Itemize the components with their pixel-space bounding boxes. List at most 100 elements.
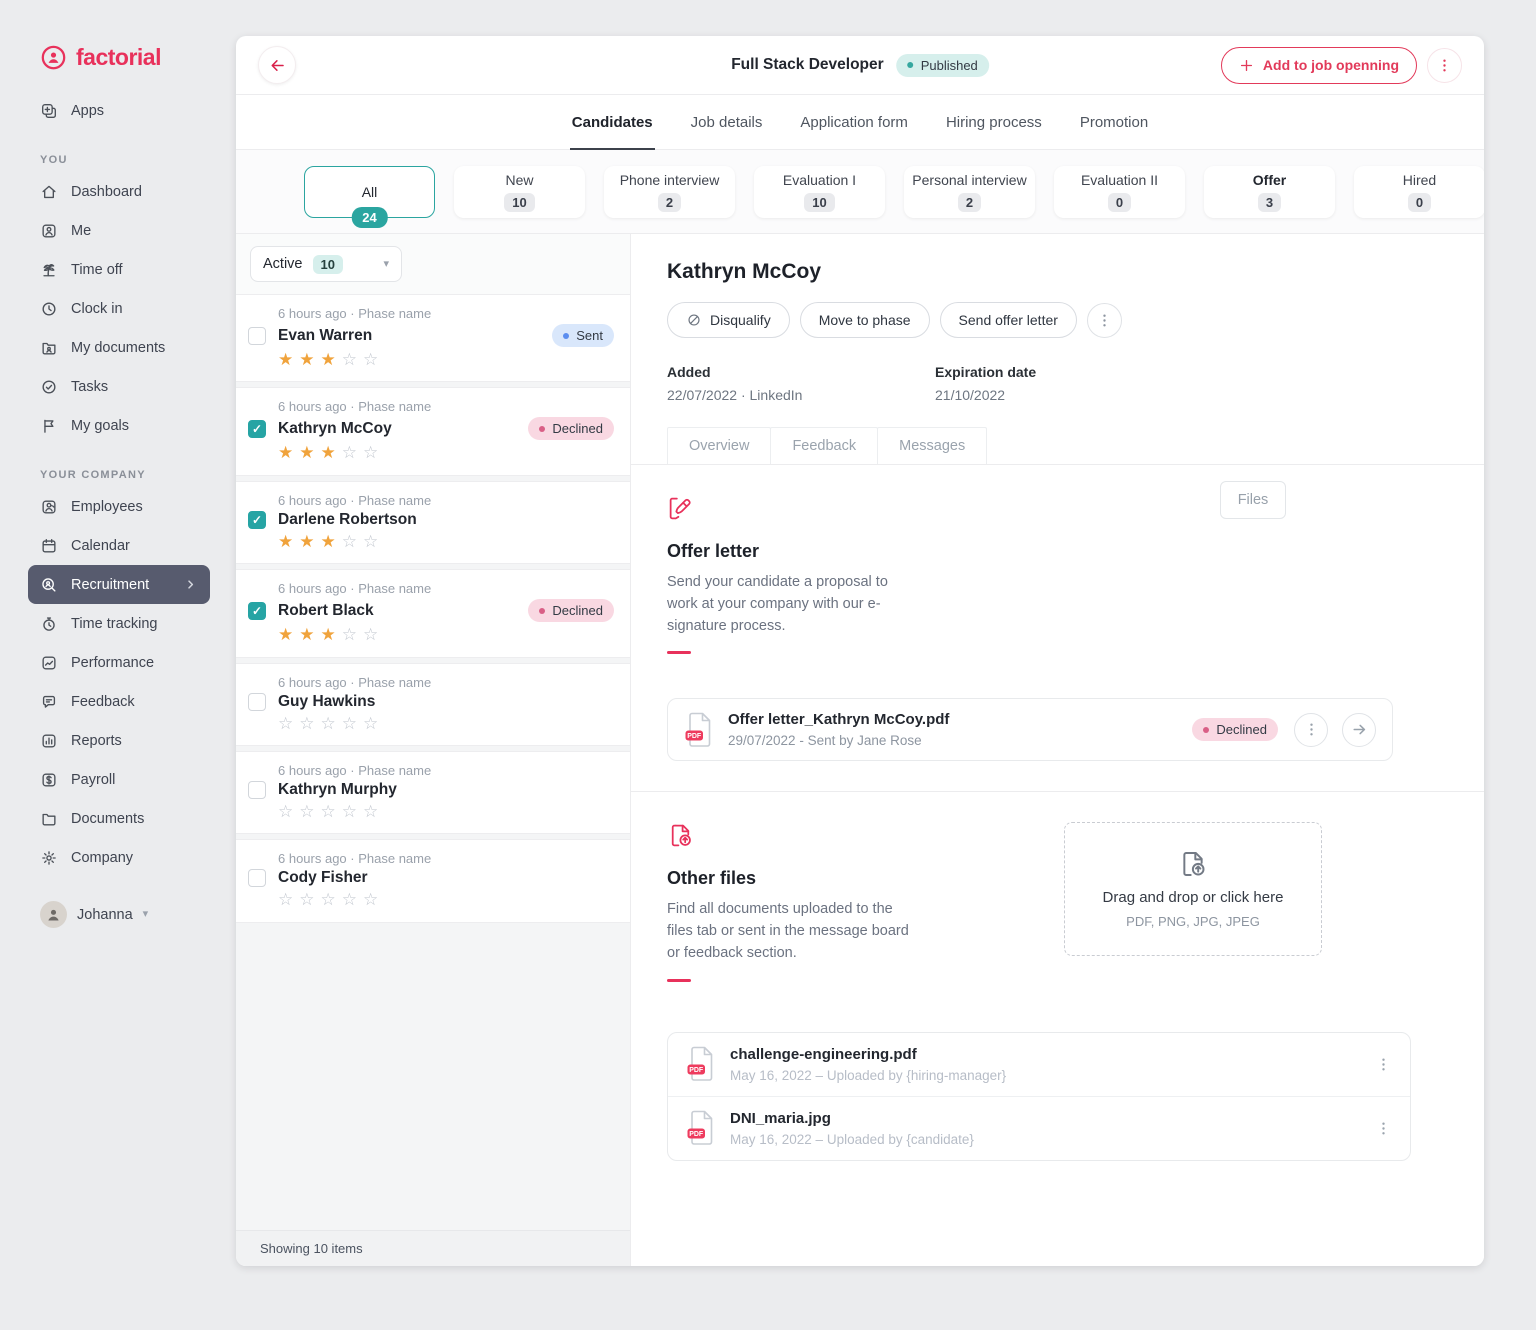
sidebar-item-tasks[interactable]: Tasks	[40, 367, 224, 406]
phase-hired[interactable]: Hired 0	[1354, 165, 1484, 218]
star-icon[interactable]: ★	[299, 350, 315, 369]
star-icon[interactable]: ☆	[278, 801, 294, 821]
phase-phone-interview[interactable]: Phone interview 2	[604, 165, 735, 218]
back-button[interactable]	[258, 46, 296, 84]
sidebar-item-dashboard[interactable]: Dashboard	[40, 172, 224, 211]
file-row-dni-maria-jpg[interactable]: PDF DNI_maria.jpg May 16, 2022 – Uploade…	[668, 1095, 1410, 1160]
sidebar-item-time-tracking[interactable]: Time tracking	[40, 604, 224, 643]
star-icon[interactable]: ☆	[363, 443, 379, 463]
star-icon[interactable]: ☆	[341, 443, 357, 463]
phase-evaluation-i[interactable]: Evaluation I 10	[754, 165, 885, 218]
candidate-checkbox[interactable]	[248, 869, 266, 888]
candidate-checkbox[interactable]	[248, 692, 266, 711]
phase-all[interactable]: All 24	[304, 165, 435, 228]
star-icon[interactable]: ☆	[363, 625, 379, 645]
candidate-row-kathryn-mccoy[interactable]: 6 hours ago · Phase name Kathryn McCoy D…	[236, 387, 630, 476]
phase-offer[interactable]: Offer 3	[1204, 165, 1335, 218]
status-filter-dropdown[interactable]: Active 10 ▾	[250, 246, 402, 282]
sidebar-item-apps[interactable]: Apps	[40, 91, 224, 130]
candidate-checkbox[interactable]	[248, 780, 266, 799]
star-icon[interactable]: ☆	[341, 713, 357, 733]
star-icon[interactable]: ★	[278, 443, 294, 463]
sidebar-item-time-off[interactable]: Time off	[40, 250, 224, 289]
star-icon[interactable]: ☆	[299, 801, 315, 821]
tab-candidates[interactable]: Candidates	[569, 95, 655, 150]
phase-evaluation-ii[interactable]: Evaluation II 0	[1054, 165, 1185, 218]
sidebar-item-recruitment[interactable]: Recruitment	[28, 565, 210, 604]
candidate-row-evan-warren[interactable]: 6 hours ago · Phase name Evan Warren Sen…	[236, 294, 630, 383]
star-icon[interactable]: ★	[320, 625, 336, 645]
star-icon[interactable]: ☆	[341, 625, 357, 645]
star-icon[interactable]: ☆	[299, 890, 315, 910]
star-icon[interactable]: ☆	[299, 713, 315, 733]
candidate-checkbox[interactable]	[248, 326, 266, 345]
star-icon[interactable]: ☆	[278, 890, 294, 910]
candidate-row-robert-black[interactable]: 6 hours ago · Phase name Robert Black De…	[236, 569, 630, 658]
candidate-row-kathryn-murphy[interactable]: 6 hours ago · Phase name Kathryn Murphy …	[236, 750, 630, 835]
sidebar-item-calendar[interactable]: Calendar	[40, 526, 224, 565]
phase-personal-interview[interactable]: Personal interview 2	[904, 165, 1035, 218]
star-icon[interactable]: ☆	[278, 713, 294, 733]
sidebar-item-employees[interactable]: Employees	[40, 487, 224, 526]
sidebar-item-clock-in[interactable]: Clock in	[40, 289, 224, 328]
sidebar-item-feedback[interactable]: Feedback	[40, 682, 224, 721]
tab-hiring-process[interactable]: Hiring process	[945, 113, 1042, 131]
open-file-button[interactable]	[1342, 712, 1376, 747]
kebab-icon[interactable]	[1375, 1120, 1392, 1137]
user-menu[interactable]: Johanna ▾	[40, 901, 224, 928]
candidate-checkbox[interactable]	[248, 419, 266, 438]
action-button-send-offer-letter[interactable]: Send offer letter	[939, 302, 1077, 338]
sidebar-item-my-documents[interactable]: My documents	[40, 328, 224, 367]
candidate-more-options-button[interactable]	[1086, 302, 1122, 338]
sidebar-item-me[interactable]: Me	[40, 211, 224, 250]
star-icon[interactable]: ☆	[363, 713, 379, 733]
tab-application-form[interactable]: Application form	[800, 113, 908, 131]
star-icon[interactable]: ★	[278, 531, 294, 551]
star-icon[interactable]: ☆	[363, 531, 379, 551]
kebab-icon[interactable]	[1375, 1056, 1392, 1073]
sidebar-item-documents[interactable]: Documents	[40, 799, 224, 838]
file-row-challenge-engineering-pdf[interactable]: PDF challenge-engineering.pdf May 16, 20…	[668, 1033, 1410, 1096]
star-icon[interactable]: ★	[320, 350, 336, 369]
candidate-checkbox[interactable]	[248, 601, 266, 620]
brand-logo[interactable]: factorial	[40, 44, 224, 71]
detail-tab-messages[interactable]: Messages	[877, 427, 988, 464]
sidebar-item-payroll[interactable]: Payroll	[40, 760, 224, 799]
star-icon[interactable]: ★	[299, 531, 315, 551]
star-icon[interactable]: ☆	[363, 801, 379, 821]
candidate-checkbox[interactable]	[248, 510, 266, 529]
star-icon[interactable]: ☆	[341, 801, 357, 821]
files-button[interactable]: Files	[1220, 481, 1286, 519]
tab-job-details[interactable]: Job details	[690, 113, 763, 131]
star-icon[interactable]: ☆	[320, 801, 336, 821]
file-dropzone[interactable]: Drag and drop or click here PDF, PNG, JP…	[1064, 822, 1322, 957]
sidebar-item-reports[interactable]: Reports	[40, 721, 224, 760]
detail-tab-feedback[interactable]: Feedback	[770, 427, 879, 464]
star-icon[interactable]: ☆	[341, 350, 357, 369]
star-icon[interactable]: ★	[299, 625, 315, 645]
star-icon[interactable]: ☆	[320, 890, 336, 910]
star-icon[interactable]: ★	[278, 625, 294, 645]
sidebar-item-performance[interactable]: Performance	[40, 643, 224, 682]
star-icon[interactable]: ☆	[363, 890, 379, 910]
candidate-row-guy-hawkins[interactable]: 6 hours ago · Phase name Guy Hawkins ☆ ☆ ☆…	[236, 662, 630, 746]
action-button-disqualify[interactable]: Disqualify	[667, 302, 790, 338]
job-more-options-button[interactable]	[1427, 47, 1462, 83]
star-icon[interactable]: ☆	[320, 713, 336, 733]
tab-promotion[interactable]: Promotion	[1079, 113, 1149, 131]
sidebar-item-my-goals[interactable]: My goals	[40, 406, 224, 445]
candidate-row-cody-fisher[interactable]: 6 hours ago · Phase name Cody Fisher ☆ ☆ ☆…	[236, 839, 630, 923]
star-icon[interactable]: ★	[320, 443, 336, 463]
detail-tab-overview[interactable]: Overview	[667, 427, 772, 464]
offer-letter-file-card[interactable]: PDF Offer letter_Kathryn McCoy.pdf 29/07…	[667, 698, 1393, 762]
star-icon[interactable]: ★	[299, 443, 315, 463]
action-button-move-to-phase[interactable]: Move to phase	[799, 302, 930, 338]
star-icon[interactable]: ☆	[341, 531, 357, 551]
file-options-button[interactable]	[1294, 712, 1328, 747]
star-icon[interactable]: ★	[278, 350, 294, 369]
star-icon[interactable]: ☆	[363, 350, 379, 369]
sidebar-item-company[interactable]: Company	[40, 838, 224, 877]
phase-new[interactable]: New 10	[454, 165, 585, 218]
star-icon[interactable]: ★	[320, 531, 336, 551]
star-icon[interactable]: ☆	[341, 890, 357, 910]
